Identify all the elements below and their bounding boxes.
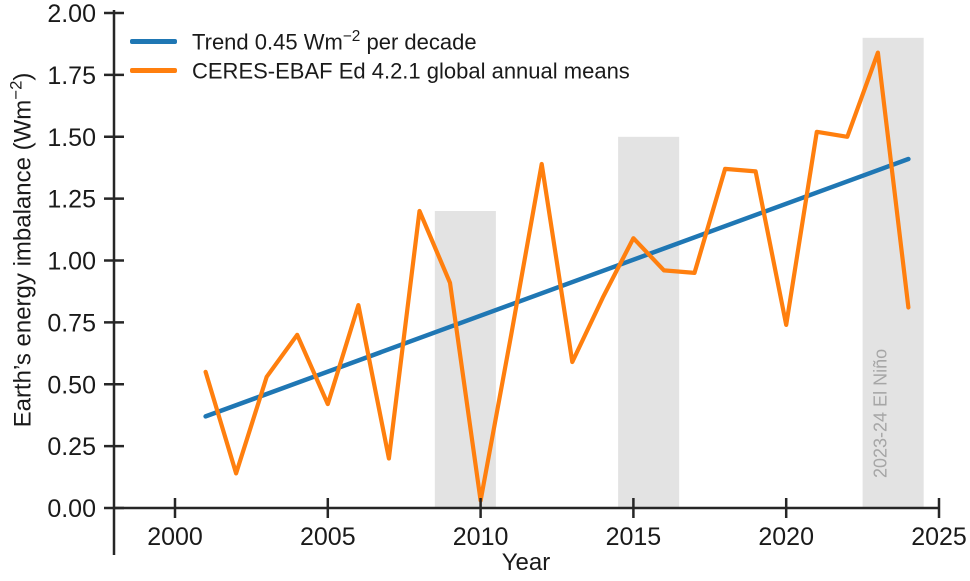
trend-line bbox=[203, 156, 911, 419]
y-axis-label-post: ) bbox=[9, 72, 37, 81]
ceres-data-line bbox=[203, 50, 911, 503]
y-tick-label: 0.75 bbox=[47, 309, 96, 337]
legend-label-ceres-text: CERES-EBAF Ed 4.2.1 global annual means bbox=[192, 58, 630, 84]
x-tick-label: 2005 bbox=[300, 523, 356, 551]
x-tick-label: 2010 bbox=[453, 523, 509, 551]
y-axis-label-text: Earth’s energy imbalance (Wm bbox=[9, 99, 37, 428]
legend-label-trend-text: Trend 0.45 Wm bbox=[192, 29, 343, 55]
y-tick-label: 0.25 bbox=[47, 433, 96, 461]
el-nino-band bbox=[618, 136, 680, 509]
y-axis-label: Earth’s energy imbalance (Wm−2) bbox=[6, 72, 37, 428]
legend: Trend 0.45 Wm−2 per decade CERES-EBAF Ed… bbox=[130, 27, 630, 85]
y-tick-label: 0.00 bbox=[47, 495, 96, 523]
el-nino-band-label: 2023-24 El Niño bbox=[871, 349, 891, 478]
legend-label-ceres: CERES-EBAF Ed 4.2.1 global annual means bbox=[192, 58, 630, 82]
y-tick-label: 0.50 bbox=[47, 371, 96, 399]
legend-item-trend: Trend 0.45 Wm−2 per decade bbox=[130, 27, 630, 56]
legend-item-ceres: CERES-EBAF Ed 4.2.1 global annual means bbox=[130, 56, 630, 85]
x-tick-label: 2000 bbox=[147, 523, 203, 551]
y-tick-label: 1.25 bbox=[47, 186, 96, 214]
legend-label-trend-post: per decade bbox=[360, 29, 477, 55]
legend-label-trend: Trend 0.45 Wm−2 per decade bbox=[192, 29, 477, 53]
el-nino-band bbox=[862, 37, 924, 509]
x-tick-label: 2020 bbox=[758, 523, 814, 551]
y-tick-label: 1.50 bbox=[47, 124, 96, 152]
x-tick-label: 2015 bbox=[606, 523, 662, 551]
x-axis-label: Year bbox=[501, 549, 551, 576]
x-tick-label: 2025 bbox=[911, 523, 967, 551]
ceres-line-sample bbox=[130, 68, 177, 73]
trend-line-sample bbox=[130, 39, 177, 44]
y-axis-label-sup: −2 bbox=[6, 80, 26, 100]
y-tick-label: 2.00 bbox=[47, 0, 96, 28]
legend-label-trend-sup: −2 bbox=[342, 28, 361, 46]
y-tick-label: 1.75 bbox=[47, 62, 96, 90]
el-nino-band bbox=[434, 211, 496, 508]
y-tick-label: 1.00 bbox=[47, 248, 96, 276]
